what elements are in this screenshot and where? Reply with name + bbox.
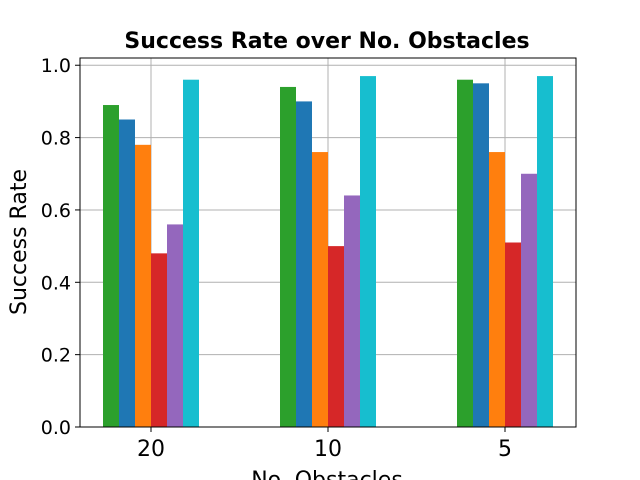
bar	[360, 76, 376, 428]
y-tick-label: 0.2	[41, 345, 71, 367]
bar	[151, 253, 167, 427]
bar	[167, 224, 183, 427]
y-tick-label: 0.4	[41, 272, 71, 294]
x-tick-label: 10	[314, 437, 342, 462]
bar	[328, 246, 344, 427]
y-tick-label: 0.6	[41, 200, 71, 222]
bar	[344, 195, 360, 427]
bar	[135, 144, 151, 427]
bar	[537, 76, 553, 428]
bar	[312, 152, 328, 427]
bar	[280, 86, 296, 428]
x-tick-label: 20	[137, 437, 165, 462]
bar	[119, 119, 135, 427]
bar	[505, 242, 521, 427]
y-axis-ticks: 0.0 0.2 0.4 0.6 0.8 1.0	[41, 55, 80, 439]
chart-title: Success Rate over No. Obstacles	[124, 29, 529, 54]
bar	[489, 152, 505, 427]
bar	[296, 101, 312, 427]
bar	[473, 83, 489, 427]
x-tick-label: 5	[498, 437, 512, 462]
bar	[183, 79, 199, 428]
y-tick-label: 0.8	[41, 128, 71, 150]
y-axis-label: Success Rate	[7, 169, 32, 315]
bar	[103, 105, 119, 427]
bar	[457, 79, 473, 428]
bar	[521, 173, 537, 427]
x-axis-label: No. Obstacles	[251, 468, 403, 480]
y-tick-label: 0.0	[41, 417, 71, 439]
x-axis-ticks: 20 10 5	[137, 427, 512, 462]
bars	[103, 76, 553, 428]
y-tick-label: 1.0	[41, 55, 71, 77]
